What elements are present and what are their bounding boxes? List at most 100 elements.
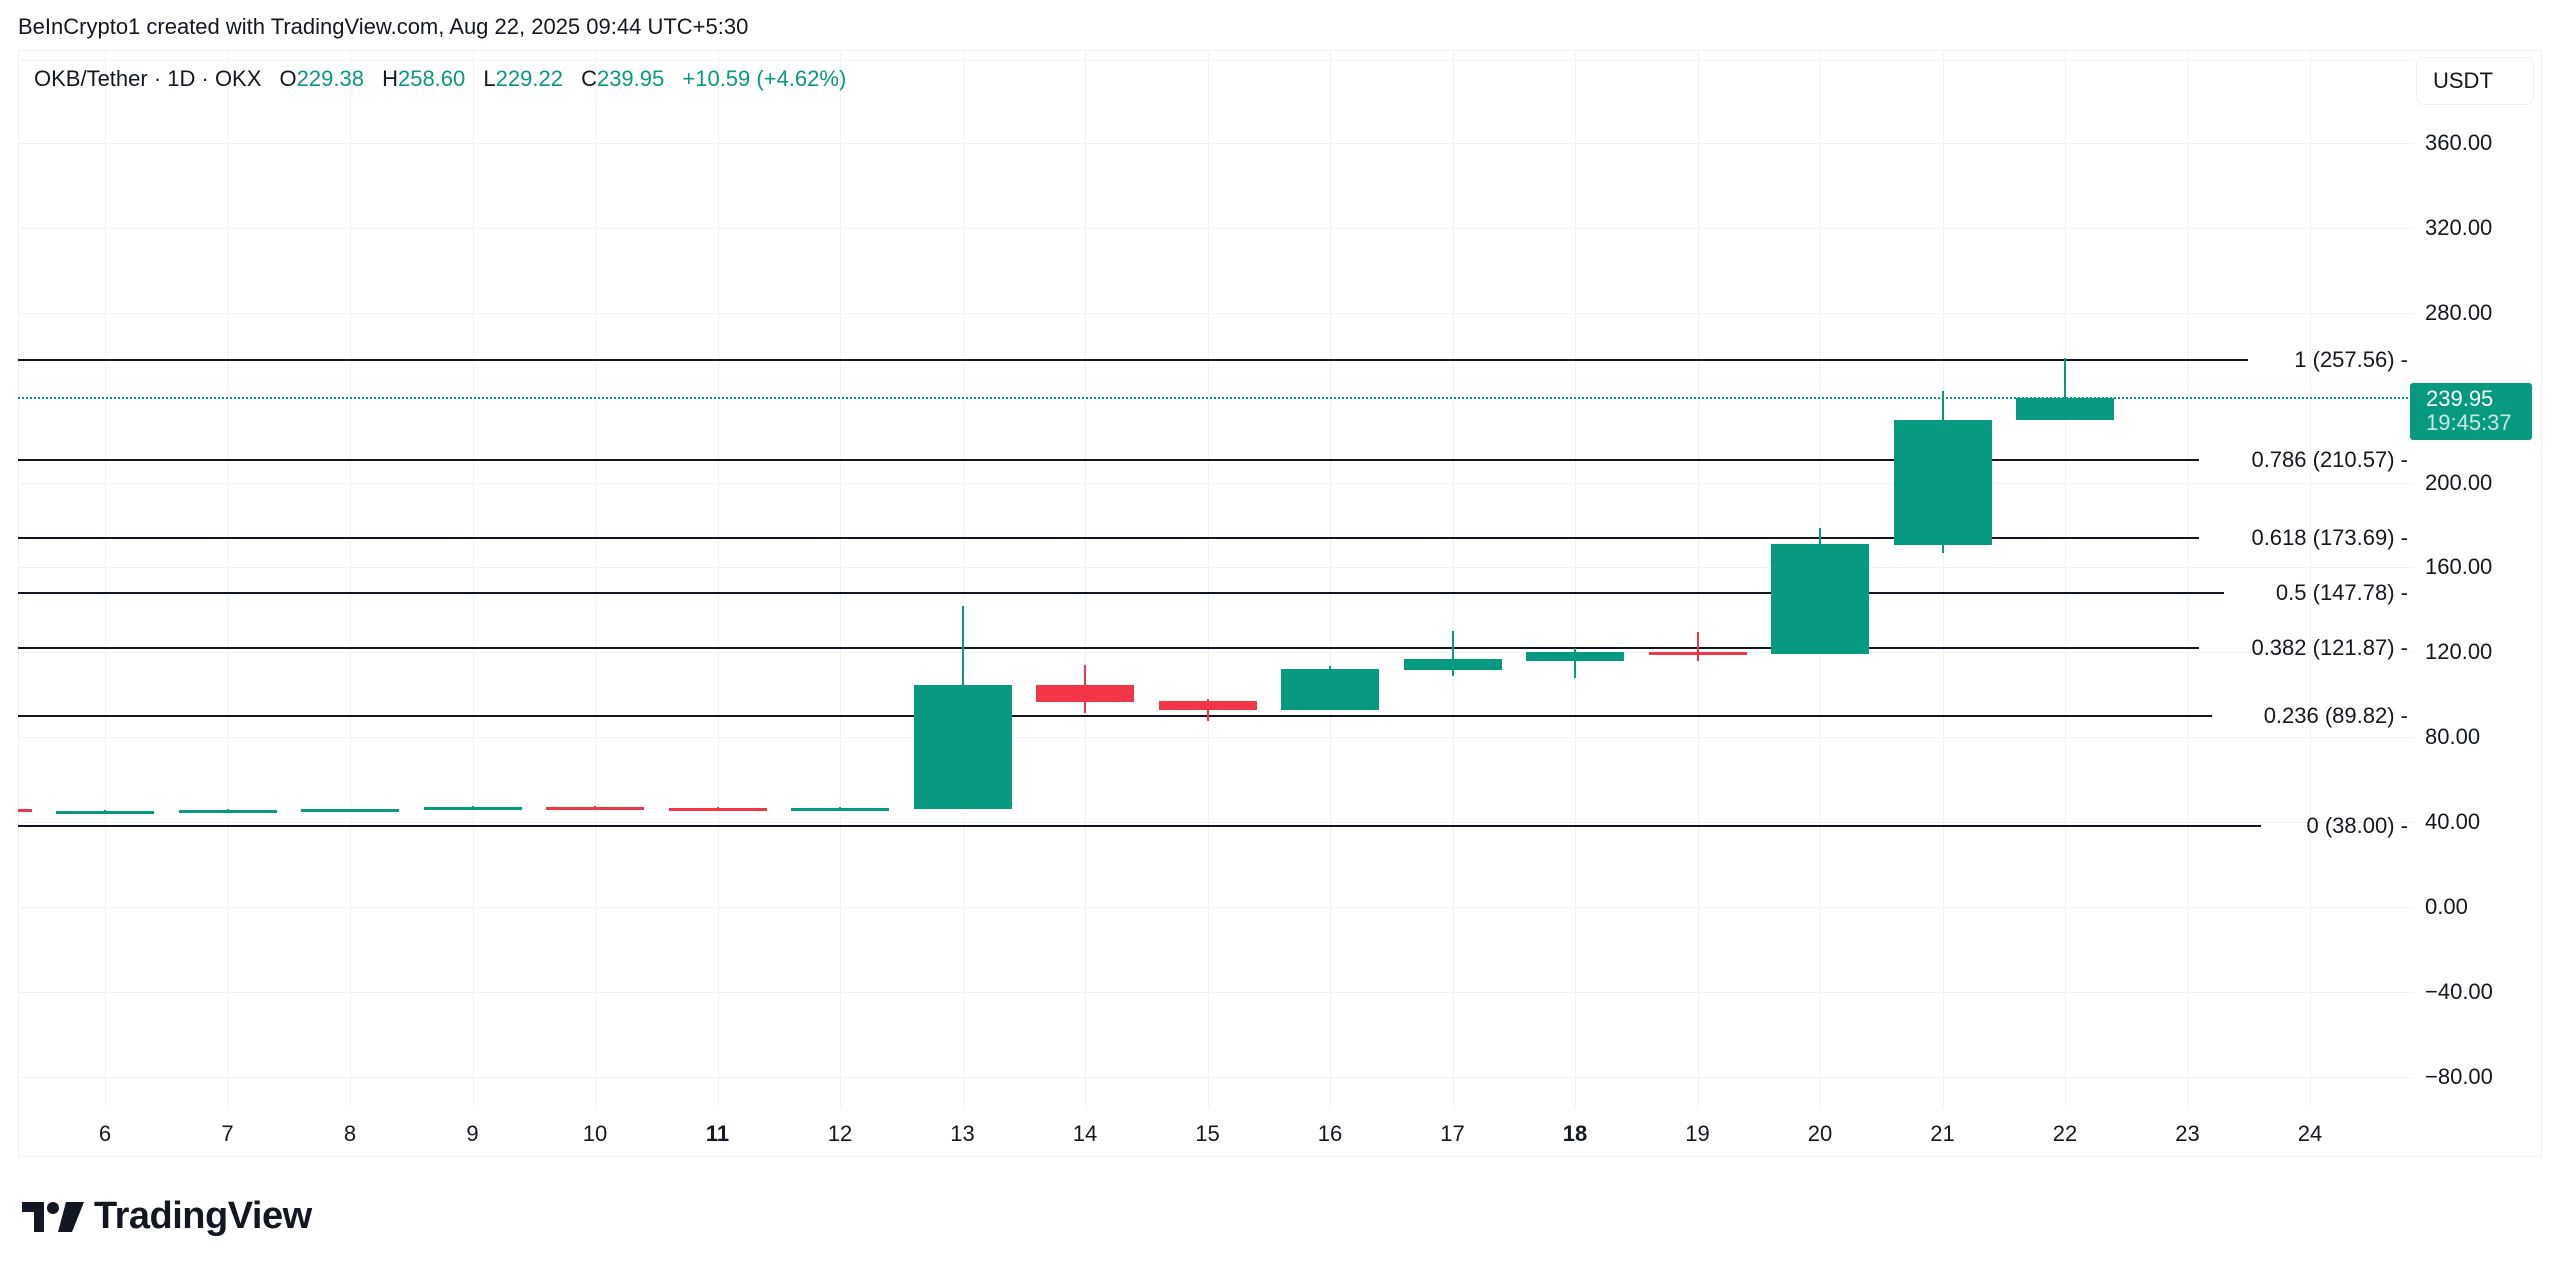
time-axis-label: 20 <box>1807 1121 1833 1146</box>
time-axis-label: 12 <box>827 1121 853 1146</box>
price-scale-label: 320.00 <box>2425 214 2493 240</box>
fib-level-line[interactable] <box>18 537 2200 540</box>
low-key: L <box>483 66 496 91</box>
grid-line-horizontal <box>18 227 2415 229</box>
price-scale-label: 360.00 <box>2425 129 2493 155</box>
price-scale-label: 120.00 <box>2425 639 2493 665</box>
candle-body-up[interactable] <box>913 685 1012 810</box>
candle-wick <box>2064 358 2066 421</box>
candle-body-up[interactable] <box>301 808 399 812</box>
candle-body-up[interactable] <box>2016 397 2114 421</box>
grid-line-vertical <box>1575 50 1576 1107</box>
candle-body-up[interactable] <box>423 807 522 811</box>
time-axis-label: 23 <box>2175 1121 2200 1146</box>
grid-line-vertical <box>1452 50 1454 1107</box>
grid-line-vertical <box>1085 50 1086 1107</box>
candle-body-down[interactable] <box>1648 652 1747 656</box>
close-value: 239.95 <box>596 66 665 91</box>
candle-body-up[interactable] <box>1771 544 1869 655</box>
chart-pane[interactable]: 1 (257.56) - 0.786 (210.57) - 0.618 (173.6… <box>18 50 2415 1107</box>
price-scale-label: −80.00 <box>2425 1063 2493 1089</box>
symbol-title[interactable]: OKB/Tether · 1D · OKX <box>34 66 262 91</box>
price-scale-label: 40.00 <box>2425 809 2481 835</box>
attribution-text: BeInCrypto1 created with TradingView.com… <box>18 14 749 39</box>
fib-level-label: 1 (257.56) - <box>2294 347 2408 373</box>
candle-body-up[interactable] <box>1526 652 1624 661</box>
change-value: +10.59 (+4.62%) <box>682 66 847 91</box>
grid-line-vertical <box>227 50 229 1107</box>
time-axis-label: 16 <box>1317 1121 1343 1146</box>
time-axis-label: 22 <box>2052 1121 2078 1146</box>
grid-line-vertical <box>2065 50 2066 1107</box>
grid-line-vertical <box>962 50 964 1107</box>
grid-line-horizontal <box>18 482 2415 484</box>
open-key: O <box>279 66 297 91</box>
close-key: C <box>581 66 597 91</box>
chart-frame <box>18 50 2542 1157</box>
candle-body-down[interactable] <box>668 807 767 811</box>
price-scale-label: 80.00 <box>2425 724 2481 750</box>
fib-level-line[interactable] <box>18 715 2212 718</box>
candle-body-up[interactable] <box>1281 669 1379 711</box>
candle-body-down[interactable] <box>546 806 644 810</box>
tradingview-logo-text: TradingView <box>94 1195 312 1237</box>
currency-button[interactable]: USDT <box>2416 57 2534 105</box>
candle-body-up[interactable] <box>56 810 154 814</box>
grid-line-vertical <box>105 50 106 1107</box>
candle-wick <box>1696 632 1699 662</box>
open-value: 229.38 <box>296 66 364 91</box>
last-price-label: 239.95 19:45:37 <box>2410 383 2532 440</box>
fib-level-label: 0.382 (121.87) - <box>2251 635 2408 661</box>
price-scale-label: 160.00 <box>2425 554 2493 580</box>
grid-line-vertical <box>1330 50 1331 1107</box>
fib-level-label: 0.618 (173.69) - <box>2251 525 2408 551</box>
candle-body-down[interactable] <box>1158 701 1257 711</box>
price-scale[interactable]: 360.00 320.00 280.00 200.00 160.00 120.00 80.0… <box>2415 50 2542 1157</box>
last-price-value: 239.95 <box>2426 386 2494 411</box>
candle-body-down[interactable] <box>18 808 32 812</box>
candle-body-up[interactable] <box>178 809 277 813</box>
fib-level-line[interactable] <box>18 459 2200 462</box>
grid-line-vertical <box>472 50 474 1107</box>
grid-line-vertical <box>2310 50 2311 1107</box>
grid-line-horizontal <box>18 652 2415 654</box>
grid-line-horizontal <box>18 60 2415 61</box>
fib-level-line[interactable] <box>18 825 2261 828</box>
time-axis-label: 8 <box>343 1121 357 1146</box>
price-scale-label: −40.00 <box>2425 978 2493 1004</box>
grid-line-horizontal <box>18 737 2415 739</box>
grid-line-horizontal <box>18 822 2415 824</box>
bar-countdown: 19:45:37 <box>2426 410 2512 435</box>
price-scale-label: 0.00 <box>2425 894 2468 919</box>
candle-wick <box>1451 631 1454 676</box>
fib-level-line[interactable] <box>18 592 2224 595</box>
tradingview-logo-icon <box>22 1201 84 1232</box>
low-value: 229.22 <box>495 66 563 91</box>
time-axis-label: 10 <box>582 1121 608 1146</box>
time-axis-label: 11 <box>705 1121 730 1146</box>
fib-level-line[interactable] <box>18 647 2200 650</box>
time-axis-label: 13 <box>950 1121 975 1146</box>
grid-line-vertical <box>1207 50 1209 1107</box>
grid-line-horizontal <box>18 567 2415 569</box>
grid-line-vertical <box>1942 50 1944 1107</box>
grid-line-vertical <box>717 50 719 1107</box>
candle-body-up[interactable] <box>791 808 889 812</box>
fib-level-line[interactable] <box>18 359 2249 362</box>
last-price-line <box>18 396 2408 399</box>
time-axis-label: 21 <box>1930 1121 1955 1146</box>
tradingview-logo: TradingView <box>22 1195 312 1238</box>
time-axis-label: 6 <box>98 1121 112 1146</box>
grid-line-vertical <box>595 50 596 1107</box>
candle-body-up[interactable] <box>1893 420 1992 546</box>
grid-line-vertical <box>840 50 841 1107</box>
price-scale-label: 200.00 <box>2425 469 2493 495</box>
candle-body-up[interactable] <box>1403 659 1502 671</box>
grid-line-horizontal <box>18 142 2415 144</box>
candle-body-down[interactable] <box>1036 685 1134 703</box>
high-key: H <box>382 66 398 91</box>
price-scale-label: 280.00 <box>2425 299 2493 325</box>
grid-line-horizontal <box>18 312 2415 314</box>
candle-wick <box>1574 648 1576 678</box>
grid-line-horizontal <box>18 1076 2415 1078</box>
